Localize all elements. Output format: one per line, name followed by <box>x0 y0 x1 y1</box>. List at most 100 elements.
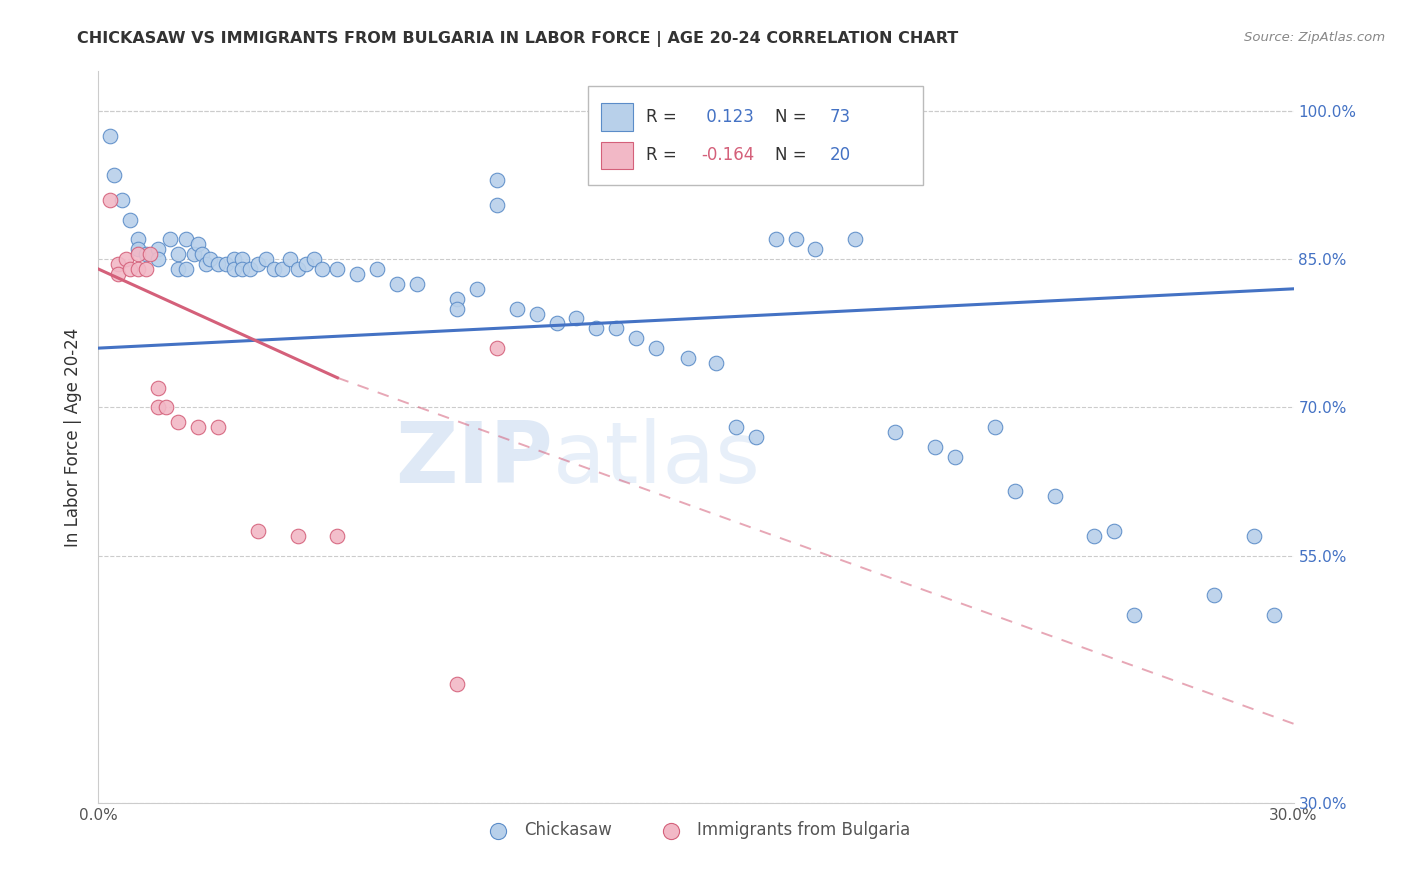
Legend: Chickasaw, Immigrants from Bulgaria: Chickasaw, Immigrants from Bulgaria <box>475 814 917 846</box>
Text: atlas: atlas <box>553 417 761 500</box>
Point <box>191 247 214 261</box>
Point <box>120 212 142 227</box>
Point <box>198 252 221 267</box>
Y-axis label: In Labor Force | Age 20-24: In Labor Force | Age 20-24 <box>65 327 83 547</box>
Point <box>704 356 727 370</box>
Text: N =: N = <box>775 146 811 164</box>
Point <box>1004 484 1026 499</box>
Point <box>924 440 946 454</box>
Point <box>246 257 269 271</box>
Point <box>485 198 508 212</box>
Point <box>98 128 122 143</box>
Point <box>222 252 245 267</box>
Point <box>270 262 292 277</box>
Text: 0.123: 0.123 <box>700 108 754 126</box>
Point <box>127 242 149 256</box>
Text: 73: 73 <box>830 108 851 126</box>
Point <box>155 401 177 415</box>
Point <box>127 247 149 261</box>
Point <box>127 262 149 277</box>
Point <box>135 247 157 261</box>
Point <box>302 252 325 267</box>
Point <box>231 252 253 267</box>
Point <box>231 262 253 277</box>
Point <box>207 420 229 434</box>
Point <box>111 193 134 207</box>
Point <box>167 415 190 429</box>
Text: N =: N = <box>775 108 811 126</box>
Point <box>605 321 627 335</box>
Point <box>366 262 388 277</box>
Text: -0.164: -0.164 <box>700 146 754 164</box>
Point <box>1043 489 1066 503</box>
Point <box>174 262 197 277</box>
Point <box>167 262 190 277</box>
Text: ZIP: ZIP <box>395 417 553 500</box>
Point <box>174 232 197 246</box>
Point <box>406 277 429 291</box>
Text: 20: 20 <box>830 146 851 164</box>
Point <box>1083 529 1105 543</box>
Point <box>278 252 301 267</box>
Point <box>239 262 262 277</box>
Point <box>98 193 122 207</box>
Point <box>565 311 588 326</box>
Point <box>1123 607 1146 622</box>
Point <box>326 529 349 543</box>
Point <box>148 242 170 256</box>
Text: R =: R = <box>645 108 682 126</box>
Point <box>254 252 277 267</box>
Point <box>187 237 209 252</box>
Point <box>215 257 238 271</box>
Point <box>195 257 218 271</box>
Point <box>385 277 409 291</box>
Bar <box>600 142 633 169</box>
Point <box>311 262 333 277</box>
Point <box>745 430 768 444</box>
Text: Source: ZipAtlas.com: Source: ZipAtlas.com <box>1244 31 1385 45</box>
Point <box>287 529 309 543</box>
Point <box>159 232 181 246</box>
Text: R =: R = <box>645 146 682 164</box>
Bar <box>600 103 633 131</box>
Point <box>127 232 149 246</box>
Point <box>884 425 907 439</box>
Point <box>526 306 548 320</box>
Point <box>187 420 209 434</box>
Point <box>804 242 827 256</box>
Point <box>148 381 170 395</box>
Point <box>148 401 170 415</box>
Text: CHICKASAW VS IMMIGRANTS FROM BULGARIA IN LABOR FORCE | AGE 20-24 CORRELATION CHA: CHICKASAW VS IMMIGRANTS FROM BULGARIA IN… <box>77 31 959 47</box>
Point <box>115 252 138 267</box>
Point <box>139 247 162 261</box>
Point <box>207 257 229 271</box>
Point <box>294 257 316 271</box>
Point <box>246 524 269 538</box>
Point <box>107 257 129 271</box>
Point <box>585 321 607 335</box>
Point <box>183 247 205 261</box>
Point <box>506 301 529 316</box>
Point <box>645 341 668 355</box>
Point <box>626 331 648 345</box>
Point <box>943 450 966 464</box>
Point <box>326 262 349 277</box>
Point <box>135 262 157 277</box>
Point <box>765 232 787 246</box>
Point <box>263 262 285 277</box>
Point <box>676 351 699 365</box>
Point <box>1202 588 1225 602</box>
Point <box>1263 607 1285 622</box>
Point <box>167 247 190 261</box>
Point <box>446 292 468 306</box>
Point <box>785 232 807 246</box>
Point <box>346 267 368 281</box>
Point <box>485 341 508 355</box>
FancyBboxPatch shape <box>589 86 922 185</box>
Point <box>465 282 488 296</box>
Point <box>103 168 125 182</box>
Point <box>1104 524 1126 538</box>
Point <box>120 262 142 277</box>
Point <box>107 267 129 281</box>
Point <box>1243 529 1265 543</box>
